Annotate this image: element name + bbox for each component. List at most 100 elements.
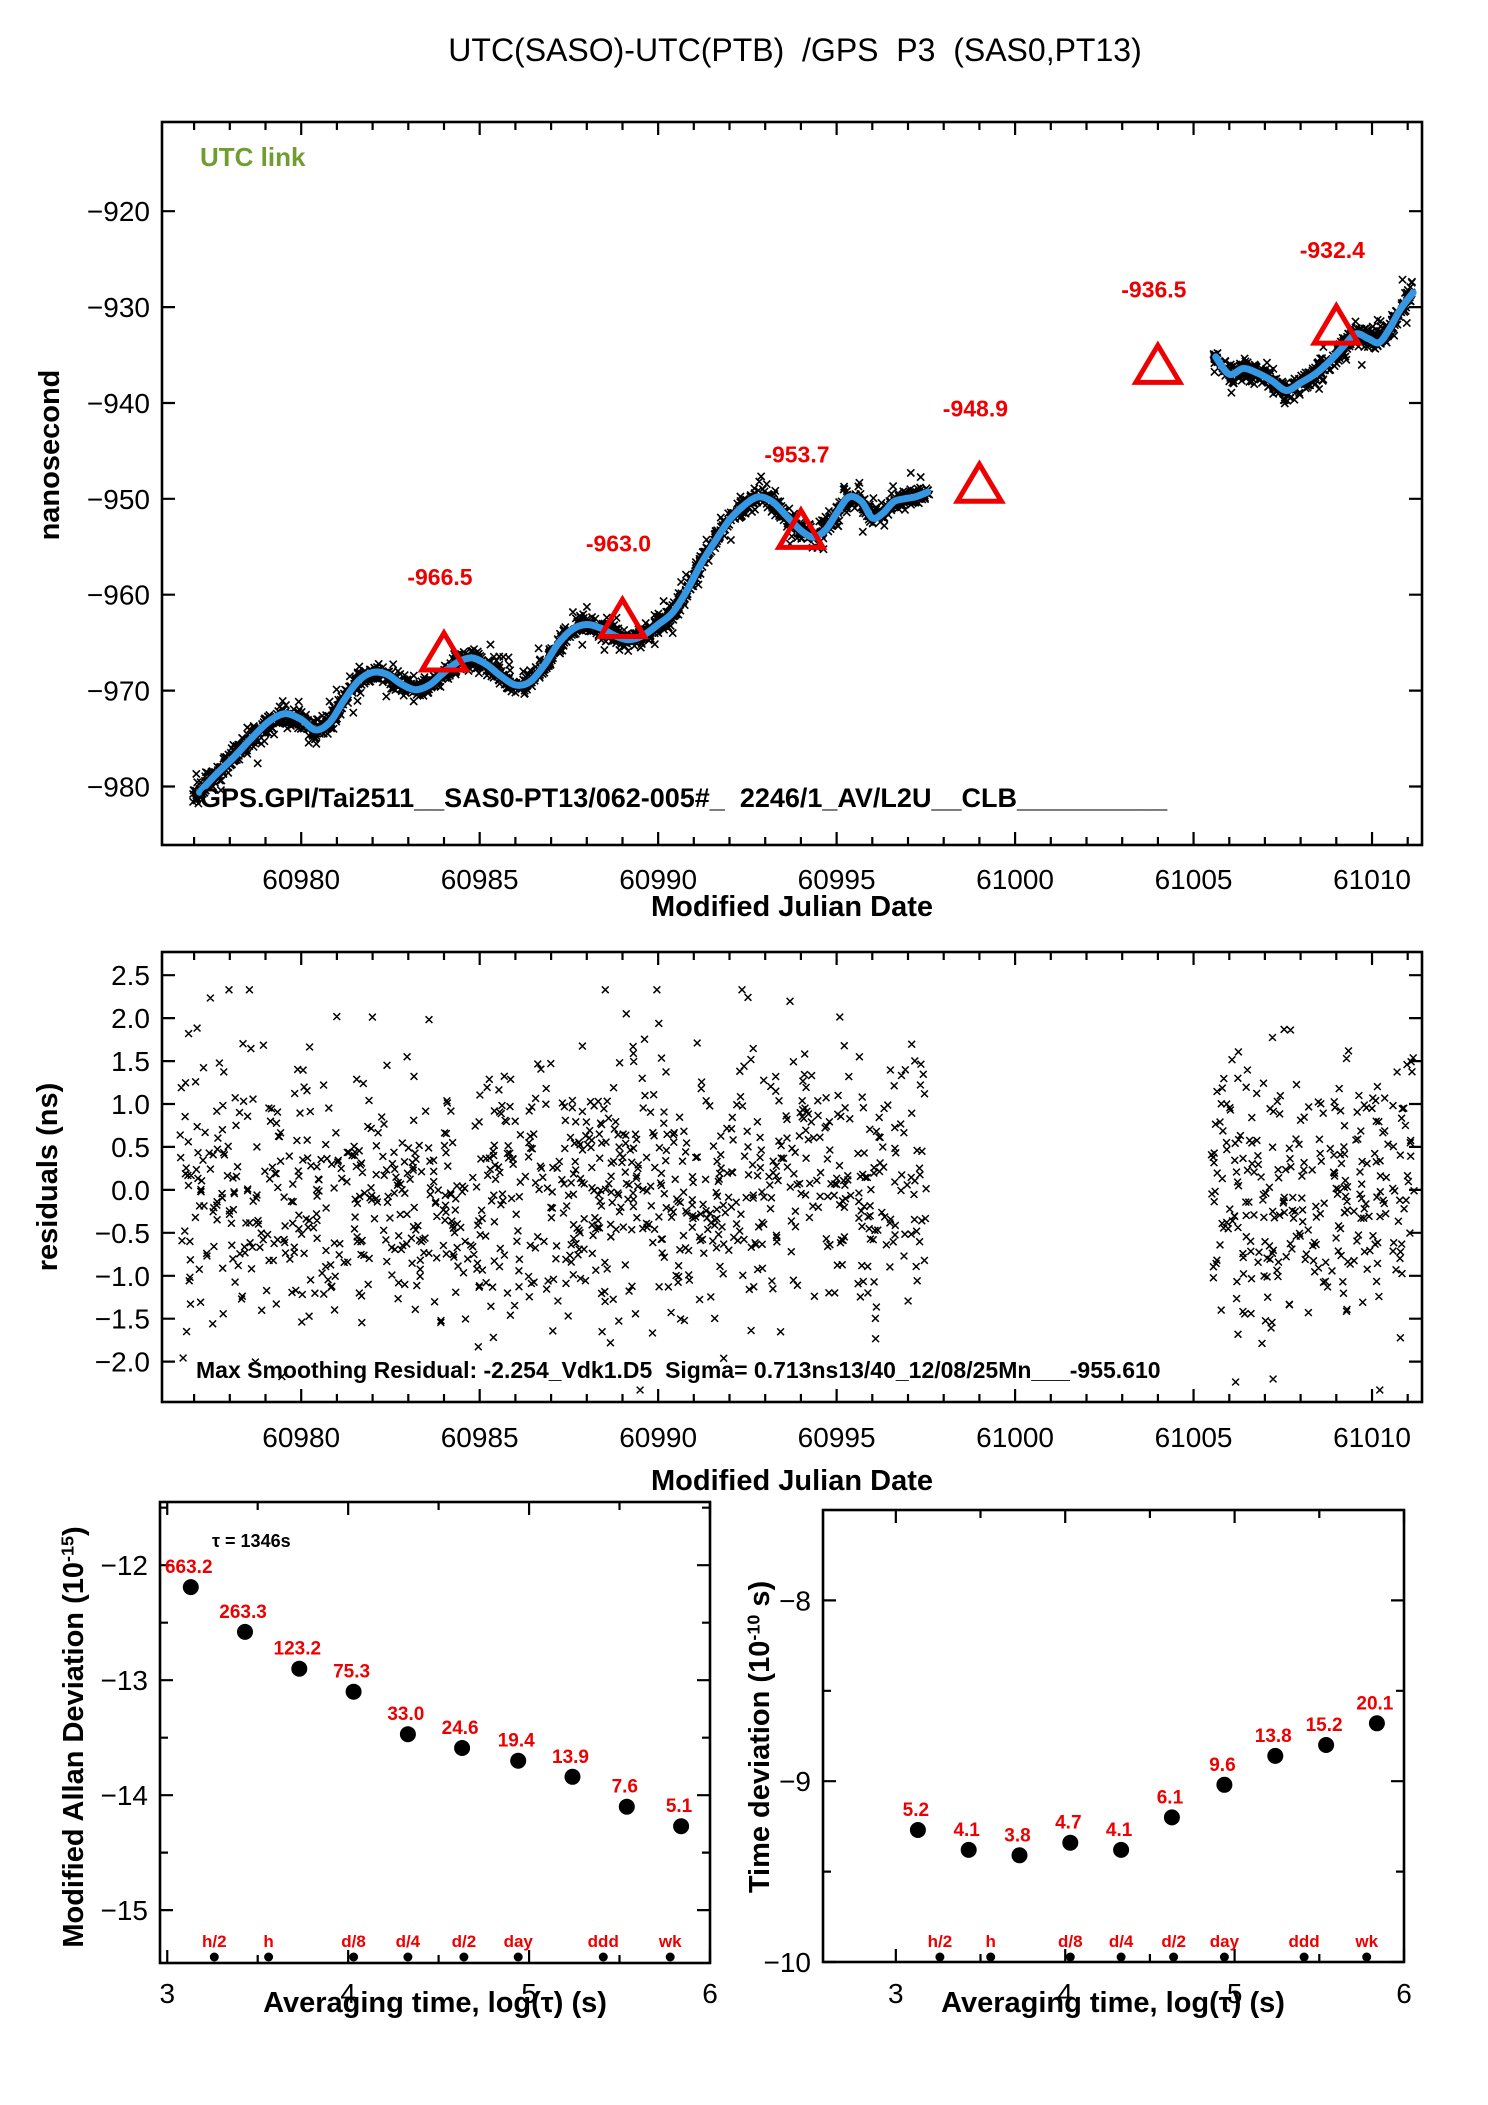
tdev-time-marker-dot <box>1065 1952 1075 1962</box>
mdev-data-point-label: 19.4 <box>498 1731 535 1752</box>
tdev-data-point-label: 5.2 <box>903 1800 929 1821</box>
mdev-ylabel-suffix: ) <box>58 1526 91 1537</box>
link-config-annotation: GPS.GPI/Tai2511__SAS0-PT13/062-005#_ 224… <box>200 783 1168 813</box>
y-axis-label-nanosecond: nanosecond <box>33 369 66 541</box>
main-x-tick-label: 60990 <box>619 864 697 895</box>
main-y-tick-label: −920 <box>87 196 150 227</box>
y-axis-label-tdev: Time deviation (10-10 s) <box>743 1581 777 1894</box>
main-x-tick-label: 60985 <box>441 864 519 895</box>
residuals-y-tick-label: −1.0 <box>95 1261 150 1292</box>
tdev-axis-box <box>821 1508 1406 1964</box>
calibration-triangle <box>417 628 471 673</box>
mdev-time-marker-dot <box>459 1952 469 1962</box>
mdev-y-tick-label: −14 <box>101 1780 149 1811</box>
tdev-x-tick-label: 6 <box>1396 1978 1412 2009</box>
residuals-x-tick-label: 60980 <box>262 1422 340 1453</box>
tdev-data-point <box>1368 1715 1385 1732</box>
mdev-x-tick-label: 3 <box>159 1978 175 2009</box>
tdev-y-tick-label: −8 <box>779 1585 811 1616</box>
residuals-x-tick-label: 60995 <box>798 1422 876 1453</box>
mdev-ylabel-exponent: -15 <box>57 1536 78 1563</box>
calibration-triangle <box>774 505 828 550</box>
mdev-ylabel-base: Modified Allan Deviation (10 <box>58 1562 91 1948</box>
residuals-axis-box <box>160 950 1424 1404</box>
calibration-triangle <box>1309 301 1363 346</box>
mdev-data-point <box>673 1818 690 1835</box>
x-axis-label-mjd-middle: Modified Julian Date <box>651 1465 933 1497</box>
mdev-data-point-label: 5.1 <box>666 1796 693 1817</box>
mdev-y-tick-label: −15 <box>101 1895 149 1926</box>
tdev-ylabel-exponent: -10 <box>743 1614 764 1641</box>
calibration-label: -936.5 <box>1121 276 1186 302</box>
mdev-y-tick-label: −13 <box>101 1665 149 1696</box>
tdev-y-tick-label: −9 <box>779 1766 811 1797</box>
mdev-data-point-label: 7.6 <box>612 1777 638 1798</box>
main-x-tick-label: 60995 <box>798 864 876 895</box>
main-x-tick-label: 61000 <box>976 864 1054 895</box>
calibration-label: -966.5 <box>407 564 472 590</box>
main-y-tick-label: −960 <box>87 580 150 611</box>
mdev-time-marker-dot <box>209 1952 219 1962</box>
calibration-label: -948.9 <box>943 395 1008 421</box>
tdev-time-marker-dot <box>1219 1952 1229 1962</box>
main-y-tick-label: −970 <box>87 676 150 707</box>
mdev-data-point <box>454 1740 471 1756</box>
mdev-data-point-label: 75.3 <box>333 1662 370 1683</box>
calibration-label: -932.4 <box>1300 237 1365 263</box>
mdev-time-marker-dot <box>513 1952 523 1962</box>
tdev-data-point <box>1062 1834 1079 1851</box>
tdev-time-marker-label: h <box>985 1932 995 1951</box>
tdev-data-point-label: 4.7 <box>1055 1813 1081 1834</box>
mdev-axis-box <box>158 1500 712 1965</box>
main-x-tick-label: 60980 <box>262 864 340 895</box>
tdev-time-marker-label: day <box>1210 1932 1240 1951</box>
tdev-data-point <box>1216 1776 1233 1793</box>
tdev-time-marker-label: d/2 <box>1161 1932 1186 1951</box>
residuals-y-tick-label: 1.0 <box>111 1089 150 1120</box>
tdev-data-point <box>1318 1737 1335 1753</box>
smoothing-annotation: Max Smoothing Residual: -2.254_Vdk1.D5 S… <box>196 1357 1161 1383</box>
tdev-time-marker-dot <box>1362 1952 1372 1962</box>
tdev-time-marker-dot <box>986 1952 996 1962</box>
mdev-data-point-label: 263.3 <box>219 1602 267 1623</box>
mdev-time-marker-dot <box>403 1952 413 1962</box>
mdev-time-marker-label: d/8 <box>341 1932 366 1951</box>
tdev-axis-ticks <box>823 1510 1406 1964</box>
mdev-data-point <box>510 1752 527 1769</box>
mdev-data-point <box>237 1623 253 1640</box>
main-axis-box <box>160 120 1424 847</box>
tdev-data-point <box>1267 1747 1284 1764</box>
tdev-ylabel-base: Time deviation (10 <box>744 1640 777 1894</box>
residuals-y-tick-label: 0.0 <box>111 1175 150 1206</box>
tdev-y-tick-label: −10 <box>764 1947 812 1978</box>
mdev-data-point-label: 123.2 <box>274 1639 322 1660</box>
main-y-tick-label: −980 <box>87 772 150 803</box>
main-scatter-points <box>188 275 1417 808</box>
residuals-y-tick-label: 2.5 <box>111 960 150 991</box>
tdev-time-marker-label: h/2 <box>928 1932 953 1951</box>
chart-title: UTC(SASO)-UTC(PTB) /GPS P3 (SAS0,PT13) <box>448 32 1142 68</box>
tdev-time-marker-dot <box>1116 1952 1126 1962</box>
mdev-data-point <box>182 1579 199 1596</box>
tdev-time-marker-label: d/8 <box>1058 1932 1083 1951</box>
mdev-x-tick-label: 5 <box>521 1978 537 2009</box>
utc-link-label: UTC link <box>200 142 306 172</box>
main-y-tick-label: −930 <box>87 292 150 323</box>
mdev-time-marker-dot <box>665 1952 675 1962</box>
calibration-label: -963.0 <box>586 530 651 556</box>
mdev-time-marker-label: day <box>504 1932 534 1951</box>
residuals-x-tick-label: 60990 <box>619 1422 697 1453</box>
residuals-axis-ticks <box>162 952 1422 1402</box>
mdev-data-point-label: 663.2 <box>165 1557 213 1578</box>
residuals-y-tick-label: −2.0 <box>95 1347 150 1378</box>
residuals-x-tick-label: 61005 <box>1155 1422 1233 1453</box>
y-axis-label-residuals: residuals (ns) <box>31 1082 64 1272</box>
mdev-data-point <box>399 1726 416 1743</box>
tdev-data-point <box>960 1841 977 1858</box>
mdev-time-marker-label: ddd <box>588 1932 619 1951</box>
tdev-time-marker-dot <box>935 1952 945 1962</box>
tdev-data-point-label: 13.8 <box>1255 1726 1292 1747</box>
mdev-y-tick-label: −12 <box>101 1550 149 1581</box>
